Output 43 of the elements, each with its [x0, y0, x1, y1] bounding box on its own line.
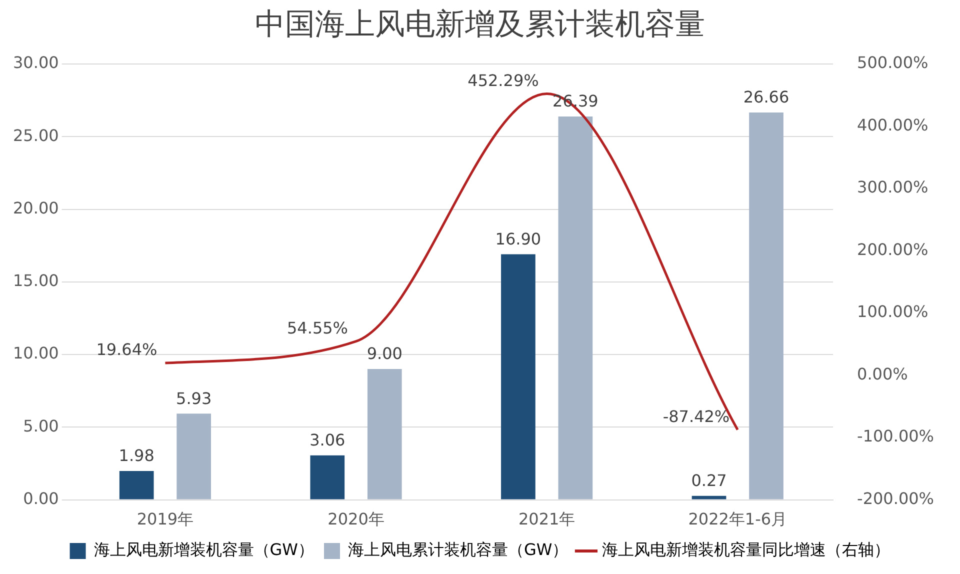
data-label: 452.29%: [468, 70, 539, 90]
bar: [310, 455, 345, 500]
bar: [176, 414, 212, 500]
data-label: 54.55%: [287, 318, 348, 338]
y-tick-label: 20.00: [12, 198, 59, 218]
y2-tick-label: 300.00%: [857, 178, 928, 197]
x-tick-label: 2020年: [328, 510, 384, 529]
y2-tick-label: -100.00%: [857, 426, 934, 446]
y-tick-label: 10.00: [12, 344, 59, 363]
legend-label: 海上风电新增装机容量（GW）: [94, 540, 314, 560]
y2-tick-label: 400.00%: [857, 115, 928, 134]
bar: [749, 112, 784, 500]
y2-tick-label: -200.00%: [857, 488, 934, 508]
bar: [501, 254, 536, 500]
data-label: 16.90: [495, 229, 542, 248]
bar: [558, 116, 593, 500]
y-tick-label: 25.00: [12, 126, 59, 145]
data-label: 1.98: [118, 446, 154, 466]
y-tick-label: 15.00: [12, 271, 59, 290]
y2-tick-label: 500.00%: [857, 53, 928, 72]
data-label: 19.64%: [96, 340, 158, 360]
line-series: [164, 92, 739, 431]
y2-tick-label: 100.00%: [857, 302, 928, 322]
y2-tick-label: 0.00%: [857, 364, 908, 384]
x-tick-label: 2019年: [136, 510, 194, 529]
legend-label: 海上风电累计装机容量（GW）: [348, 540, 568, 560]
x-tick-label: 2022年1-6月: [688, 510, 788, 529]
data-label: 3.06: [310, 430, 346, 450]
y-tick-label: 30.00: [12, 53, 59, 72]
data-label: 26.66: [743, 88, 790, 107]
y-tick-label: 5.00: [23, 416, 59, 436]
bar: [119, 471, 154, 500]
data-label: 5.93: [176, 388, 212, 408]
data-label: 9.00: [366, 344, 402, 364]
y2-tick-label: 200.00%: [857, 240, 928, 259]
y-tick-label: 0.00: [23, 488, 59, 508]
bar: [692, 496, 726, 500]
chart-title: 中国海上风电新增及累计装机容量: [255, 6, 705, 42]
legend-label: 海上风电新增装机容量同比增速（右轴）: [602, 540, 890, 560]
data-label: 0.27: [691, 471, 727, 490]
data-label: -87.42%: [662, 406, 730, 426]
x-tick-label: 2021年: [518, 510, 576, 529]
bar: [367, 369, 402, 500]
